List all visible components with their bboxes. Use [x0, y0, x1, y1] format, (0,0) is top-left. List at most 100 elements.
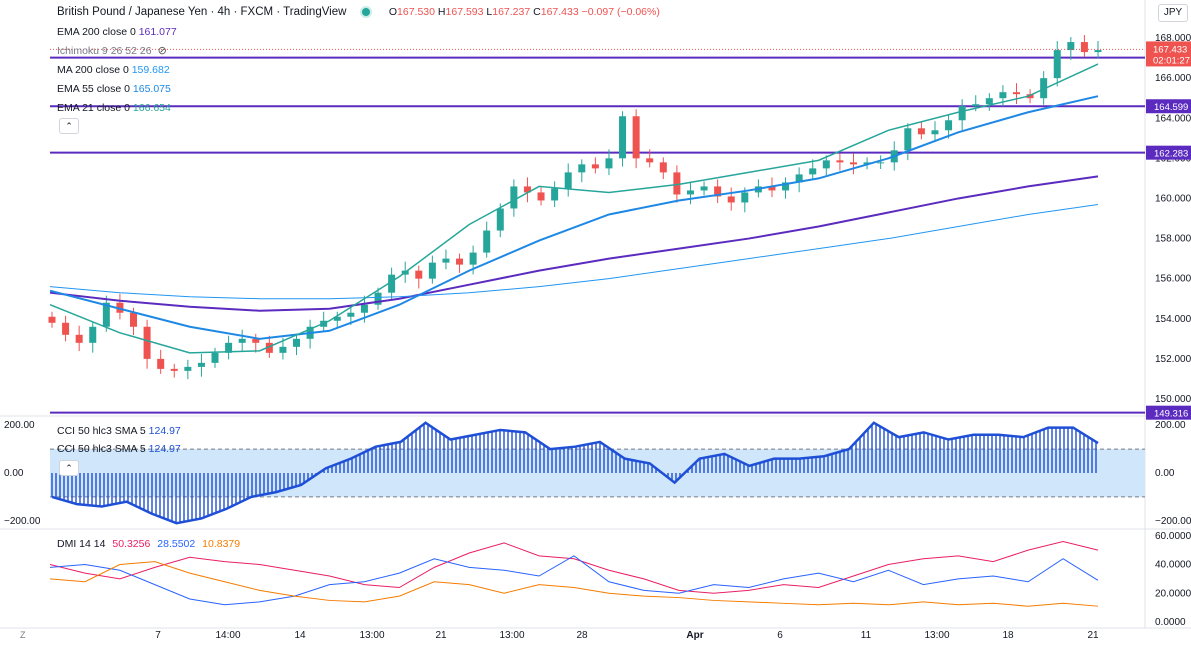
candle-body: [89, 326, 97, 343]
symbol-name[interactable]: British Pound / Japanese Yen: [57, 6, 208, 19]
candle-body: [822, 160, 830, 169]
candle-body: [863, 162, 871, 165]
candle-body: [1067, 42, 1075, 51]
time-axis-label: 14: [294, 630, 306, 641]
ema55-line: [49, 95, 1099, 340]
level-badge-label: 149.316: [1154, 409, 1188, 420]
candle-body: [238, 338, 246, 343]
platform: TradingView: [283, 6, 347, 19]
price-tick-label: 150.000: [1155, 394, 1191, 405]
candle-body: [157, 358, 165, 369]
legend-cci-1[interactable]: CCI 50 hlc3 SMA 5 124.97: [57, 425, 181, 437]
candle-body: [469, 252, 477, 265]
candle-body: [972, 104, 980, 107]
legend-cci-2[interactable]: CCI 50 hlc3 SMA 5 124.97: [57, 443, 181, 455]
candle-body: [836, 160, 844, 163]
legend-ichimoku[interactable]: Ichimoku 9 26 52 26 ⊘: [57, 45, 167, 57]
price-tick-label: 160.000: [1155, 193, 1191, 204]
dmi-tick-label: 60.0000: [1155, 531, 1191, 542]
candle-body: [456, 258, 464, 265]
candle-body: [523, 186, 531, 193]
candle-body: [170, 368, 178, 371]
candle-body: [768, 186, 776, 191]
exchange: FXCM: [240, 6, 274, 19]
cci-tick-label-left: 0.00: [4, 468, 24, 479]
time-axis-label: 13:00: [499, 630, 524, 641]
candle-body: [374, 292, 382, 305]
price-tick-label: 166.000: [1155, 73, 1191, 84]
ohlc-values: O167.530 H167.593 L167.237 C167.433 −0.0…: [388, 6, 660, 19]
collapse-legend-button[interactable]: ⌃: [59, 118, 79, 134]
candle-body: [958, 106, 966, 121]
candle-body: [564, 172, 572, 189]
candle-body: [360, 304, 368, 313]
cci-band-fill: [50, 449, 1145, 497]
legend-ema55[interactable]: EMA 55 close 0 165.075: [57, 83, 171, 95]
candle-body: [496, 208, 504, 231]
level-badge: [1146, 145, 1191, 160]
candle-body: [1053, 50, 1061, 79]
legend-ma200[interactable]: MA 200 close 0 159.682: [57, 64, 170, 76]
time-axis-label: Apr: [686, 630, 703, 641]
market-status-icon: [359, 6, 372, 18]
candle-body: [415, 270, 423, 279]
cci-tick-label: 0.00: [1155, 468, 1175, 479]
price-tick-label: 164.000: [1155, 113, 1191, 124]
time-axis-label: 6: [777, 630, 783, 641]
candle-body: [632, 116, 640, 159]
time-axis-label: 7: [155, 630, 161, 641]
candle-body: [782, 182, 790, 191]
cci-line: [51, 421, 1099, 525]
candle-body: [605, 158, 613, 169]
candle-body: [347, 312, 355, 317]
candle-body: [591, 164, 599, 169]
candle-body: [102, 302, 110, 327]
candle-body: [428, 262, 436, 279]
candle-body: [917, 128, 925, 135]
currency-selector[interactable]: JPY: [1158, 4, 1188, 22]
candle-body: [483, 230, 491, 253]
candle-body: [551, 188, 559, 201]
candle-body: [686, 190, 694, 195]
candle-body: [537, 192, 545, 201]
legend-ema21[interactable]: EMA 21 close 0 166.654: [57, 102, 171, 114]
ema200-line: [49, 175, 1099, 312]
candle-body: [225, 342, 233, 353]
candle-body: [1040, 78, 1048, 99]
time-axis-label: 14:00: [215, 630, 240, 641]
candle-body: [619, 116, 627, 159]
candle-body: [904, 128, 912, 151]
candle-body: [714, 186, 722, 197]
collapse-cci-button[interactable]: ⌃: [59, 460, 79, 476]
candle-body: [1080, 42, 1088, 53]
candle-body: [211, 352, 219, 363]
cci-tick-label: −200.00: [1155, 516, 1191, 527]
candle-body: [727, 196, 735, 203]
cci-tick-label: 200.00: [1155, 420, 1186, 431]
candle-body: [442, 258, 450, 263]
time-axis-label: 18: [1002, 630, 1014, 641]
candle-body: [197, 362, 205, 367]
price-tick-label: 154.000: [1155, 314, 1191, 325]
candle-body: [48, 316, 56, 323]
legend-ema200[interactable]: EMA 200 close 0 161.077: [57, 26, 177, 38]
candle-body: [75, 334, 83, 343]
level-badge: [1146, 405, 1191, 420]
candle-body: [877, 162, 885, 164]
legend-dmi[interactable]: DMI 14 14 50.3256 28.5502 10.8379: [57, 538, 241, 550]
candle-body: [849, 162, 857, 165]
candle-body: [659, 162, 667, 173]
timezone-z-button[interactable]: Z: [20, 630, 26, 640]
ema21-line: [49, 63, 1099, 354]
hidden-eye-icon[interactable]: ⊘: [157, 45, 167, 57]
interval[interactable]: 4h: [217, 6, 231, 19]
time-axis-label: 13:00: [359, 630, 384, 641]
time-axis-label: 13:00: [924, 630, 949, 641]
candle-body: [62, 322, 70, 335]
dmi-tick-label: 20.0000: [1155, 588, 1191, 599]
candle-body: [931, 130, 939, 135]
candle-body: [700, 186, 708, 191]
candle-body: [999, 92, 1007, 99]
candle-body: [809, 168, 817, 175]
